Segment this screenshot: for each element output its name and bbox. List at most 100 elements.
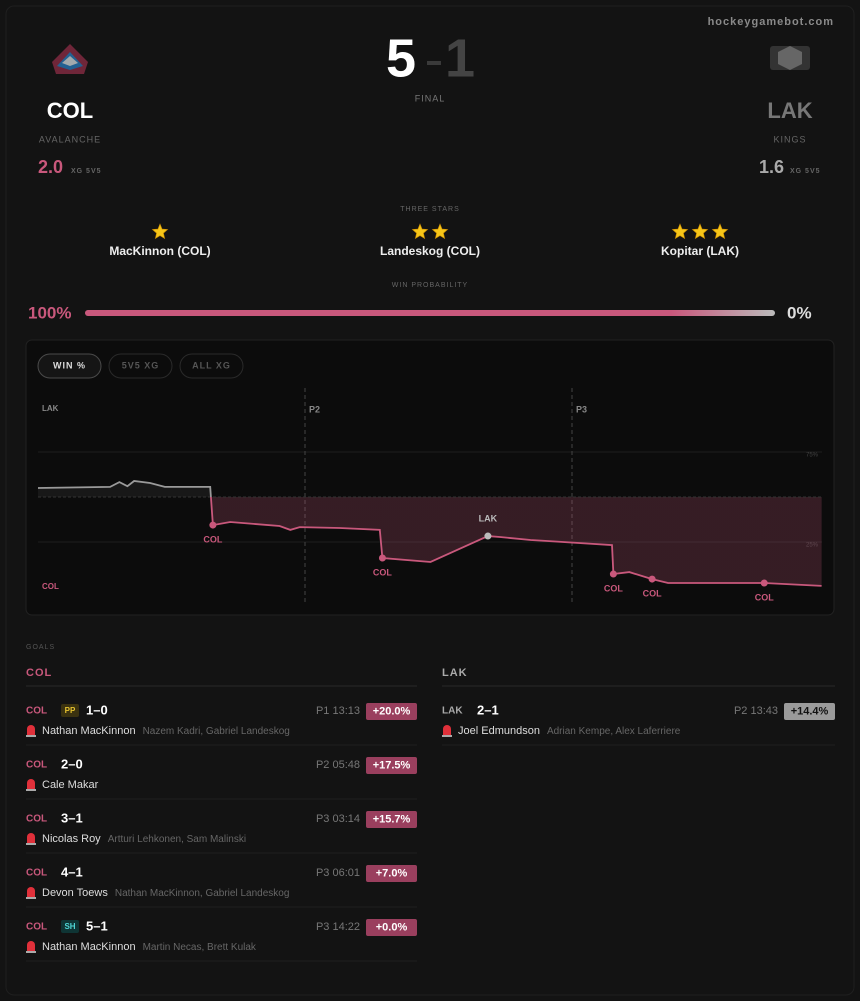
top-label: LAK bbox=[42, 404, 59, 413]
strength-badge bbox=[61, 704, 79, 717]
goal-marker bbox=[609, 570, 617, 578]
home-score: 5 bbox=[386, 28, 416, 88]
tab[interactable] bbox=[179, 353, 244, 379]
star-rating bbox=[671, 223, 729, 240]
star bbox=[151, 223, 169, 240]
marker-label: COL bbox=[755, 592, 775, 602]
y-tick-label: 75% bbox=[806, 453, 819, 459]
tab-label[interactable]: WIN % bbox=[53, 360, 86, 370]
score-dash bbox=[427, 61, 441, 65]
siren-dome bbox=[443, 725, 451, 735]
marker-label: LAK bbox=[479, 513, 498, 523]
goal-delta: +17.5% bbox=[373, 759, 411, 771]
marker-label: COL bbox=[643, 588, 663, 598]
col-logo bbox=[52, 44, 88, 74]
goal-marker bbox=[378, 554, 386, 562]
delta-badge bbox=[784, 703, 835, 720]
strength-label: SH bbox=[64, 922, 75, 931]
siren-icon bbox=[26, 887, 36, 899]
goal-score: 2–0 bbox=[61, 756, 83, 771]
siren-dome bbox=[27, 833, 35, 843]
siren-dome bbox=[27, 725, 35, 735]
star-player: Kopitar (LAK) bbox=[661, 244, 739, 258]
win-prob-title: WIN PROBABILITY bbox=[392, 282, 468, 289]
goal-scorer-line: Cale Makar bbox=[42, 779, 99, 791]
star bbox=[411, 223, 429, 240]
home-name: AVALANCHE bbox=[39, 134, 101, 144]
goal-assists: Nazem Kadri, Gabriel Landeskog bbox=[143, 726, 290, 737]
star bbox=[671, 223, 689, 240]
siren-base bbox=[26, 843, 36, 845]
three-stars-title: THREE STARS bbox=[400, 206, 460, 213]
goal-team: COL bbox=[26, 868, 47, 879]
goal-team: COL bbox=[26, 760, 47, 771]
marker-label: COL bbox=[604, 583, 624, 593]
goal-scorer: Nicolas Roy bbox=[42, 833, 101, 845]
goal-team: LAK bbox=[442, 706, 463, 717]
goal-assists: Artturi Lehkonen, Sam Malinski bbox=[108, 834, 246, 845]
star bbox=[691, 223, 709, 240]
goal-delta: +0.0% bbox=[376, 921, 408, 933]
goals-team-header: LAK bbox=[442, 667, 468, 679]
away-xg-label: XG 5V5 bbox=[790, 168, 821, 175]
goals-title: GOALS bbox=[26, 644, 55, 651]
goal-time: P3 14:22 bbox=[316, 921, 360, 933]
goal-delta: +15.7% bbox=[373, 813, 411, 825]
goal-marker bbox=[648, 575, 656, 583]
home-abbr: COL bbox=[47, 98, 93, 123]
away-name: KINGS bbox=[773, 134, 806, 144]
away-abbr: LAK bbox=[767, 98, 812, 123]
goal-scorer: Nathan MacKinnon bbox=[42, 941, 136, 953]
goal-delta: +7.0% bbox=[376, 867, 408, 879]
siren-base bbox=[26, 789, 36, 791]
away-score: 1 bbox=[445, 28, 475, 88]
period-label: P3 bbox=[576, 404, 587, 414]
delta-badge bbox=[366, 703, 417, 720]
goal-scorer: Cale Makar bbox=[42, 779, 99, 791]
goal-scorer: Nathan MacKinnon bbox=[42, 725, 136, 737]
win-prob-bar bbox=[85, 310, 775, 316]
star-player: Landeskog (COL) bbox=[380, 244, 480, 258]
siren-icon bbox=[26, 725, 36, 737]
star bbox=[711, 223, 729, 240]
siren-dome bbox=[27, 941, 35, 951]
goal-score: 3–1 bbox=[61, 810, 83, 825]
goal-scorer-line: Nathan MacKinnon Nazem Kadri, Gabriel Lan… bbox=[42, 725, 290, 737]
siren-base bbox=[442, 735, 452, 737]
siren-icon bbox=[26, 779, 36, 791]
away-win-prob: 0% bbox=[787, 303, 812, 322]
goal-team: COL bbox=[26, 706, 47, 717]
siren-base bbox=[26, 735, 36, 737]
home-win-prob: 100% bbox=[28, 303, 71, 322]
delta-badge bbox=[366, 919, 417, 936]
goal-team: COL bbox=[26, 814, 47, 825]
goal-delta: +14.4% bbox=[791, 705, 829, 717]
goal-time: P3 03:14 bbox=[316, 813, 360, 825]
delta-badge bbox=[366, 811, 417, 828]
win-area bbox=[38, 481, 822, 586]
tab[interactable] bbox=[108, 353, 173, 379]
goal-time: P2 05:48 bbox=[316, 759, 360, 771]
star-player: MacKinnon (COL) bbox=[109, 244, 210, 258]
siren-icon bbox=[26, 833, 36, 845]
siren-dome bbox=[27, 887, 35, 897]
goal-scorer-line: Nicolas Roy Artturi Lehkonen, Sam Malinsk… bbox=[42, 833, 246, 845]
home-xg-label: XG 5V5 bbox=[71, 168, 102, 175]
siren-dome bbox=[27, 779, 35, 789]
tab[interactable] bbox=[37, 353, 102, 379]
tab-label[interactable]: ALL XG bbox=[192, 360, 231, 370]
period-label: P2 bbox=[309, 404, 320, 414]
star-rating bbox=[411, 223, 449, 240]
goal-assists: Adrian Kempe, Alex Laferriere bbox=[547, 726, 681, 737]
goal-scorer-line: Joel Edmundson Adrian Kempe, Alex Laferri… bbox=[458, 725, 681, 737]
site-name: hockeygamebot.com bbox=[708, 16, 834, 28]
home-xg: 2.0 bbox=[38, 157, 63, 177]
tab-label[interactable]: 5V5 XG bbox=[122, 360, 160, 370]
goal-marker bbox=[760, 579, 768, 587]
goal-delta: +20.0% bbox=[373, 705, 411, 717]
goal-assists: Martin Necas, Brett Kulak bbox=[143, 942, 257, 953]
siren-icon bbox=[442, 725, 452, 737]
strength-badge bbox=[61, 920, 79, 933]
status: FINAL bbox=[415, 93, 446, 103]
